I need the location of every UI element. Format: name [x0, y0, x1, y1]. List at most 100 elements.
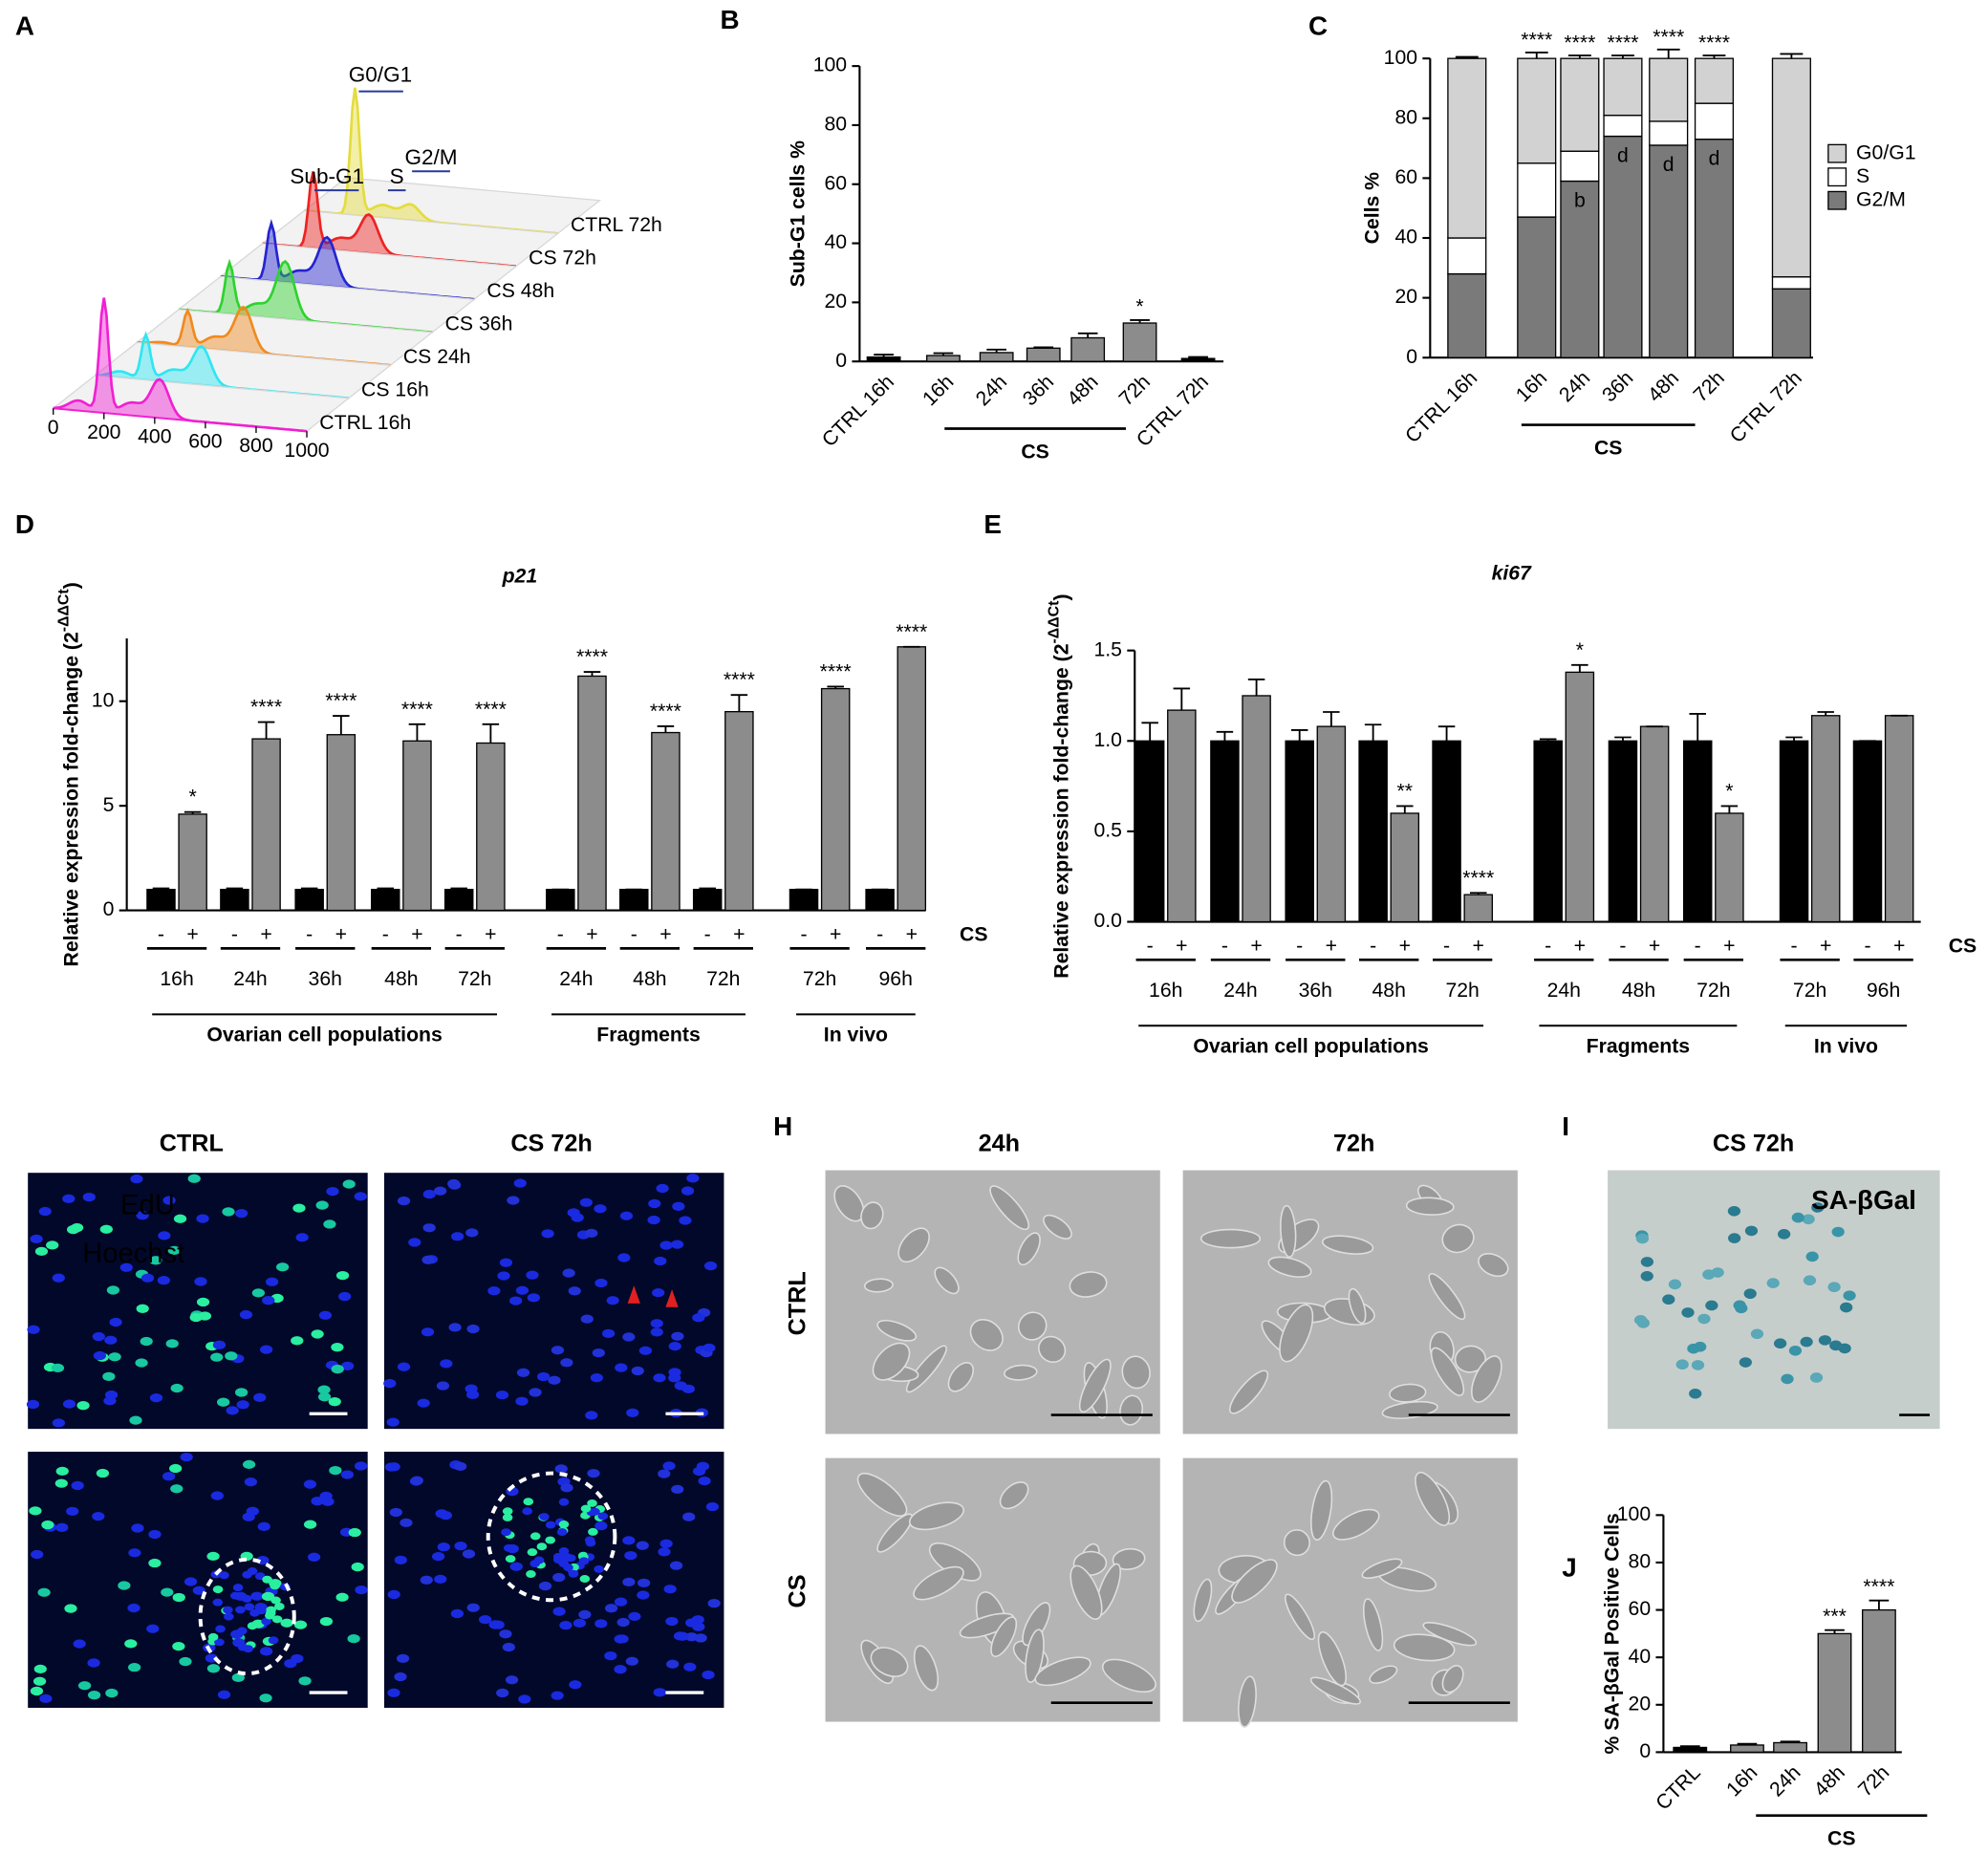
cell: [51, 1363, 65, 1373]
cell: [92, 1511, 105, 1521]
y-tick-label: 60: [1629, 1598, 1652, 1620]
cell: [410, 1476, 423, 1485]
cell: [1733, 1300, 1746, 1311]
bar: [178, 813, 207, 912]
cell: [328, 1397, 341, 1407]
cell: [527, 1293, 540, 1303]
cell: [622, 1577, 636, 1587]
cell: [666, 1659, 680, 1669]
bar-segment: [1603, 135, 1643, 358]
cell: [397, 1362, 411, 1371]
significance: ****: [475, 699, 507, 721]
cell: [1310, 1479, 1333, 1542]
cell: [422, 1223, 436, 1233]
cell: [590, 1373, 603, 1383]
cell: [52, 1418, 65, 1428]
cell: [1773, 1338, 1787, 1349]
cell: [466, 1324, 480, 1334]
y-tick-label: 1.0: [1093, 729, 1122, 751]
cell: [140, 1273, 155, 1283]
significance: ****: [250, 697, 282, 719]
cell: [1470, 1355, 1502, 1403]
cell: [354, 1192, 367, 1201]
cell: [551, 1691, 564, 1700]
bar: [1810, 715, 1841, 923]
cell: [584, 1536, 595, 1544]
cell: [232, 1584, 244, 1592]
cell: [1689, 1388, 1702, 1399]
cell: [1043, 1214, 1072, 1240]
cell: [329, 1465, 342, 1476]
cell: [560, 1483, 573, 1493]
cell: [237, 1627, 248, 1635]
x-tick-label: 24h: [1547, 980, 1581, 1002]
bar-segment: [1694, 102, 1735, 140]
cell: [947, 1362, 975, 1392]
legend-label: G2/M: [1856, 188, 1906, 210]
cell: [1811, 1202, 1825, 1213]
significance: **: [1397, 780, 1414, 802]
cell: [354, 1461, 368, 1471]
cell: [454, 1461, 467, 1472]
x-tick-label: 24h: [972, 371, 1011, 410]
cell: [347, 1633, 360, 1644]
cell: [140, 1336, 153, 1347]
cell: [226, 1406, 239, 1415]
cell: [537, 1371, 551, 1382]
cell: [1069, 1271, 1108, 1298]
cell: [172, 1592, 185, 1603]
cell: [387, 1589, 400, 1600]
cell: [615, 1363, 628, 1372]
significance: ****: [724, 669, 755, 691]
cell: [594, 1521, 608, 1531]
cell: [590, 1507, 600, 1516]
cell: [999, 1481, 1029, 1510]
phase-label: G2/M: [404, 145, 457, 169]
bar: [979, 352, 1014, 362]
cell: [105, 1688, 119, 1698]
cell: [162, 1472, 176, 1481]
x-tick-label: 0: [48, 417, 59, 439]
factor-level: +: [1723, 936, 1735, 958]
cell: [1441, 1223, 1475, 1254]
cell: [236, 1400, 249, 1410]
cell: [594, 1278, 608, 1288]
cell: [136, 1211, 149, 1220]
bar: [1715, 812, 1744, 923]
y-tick-label: 20: [825, 291, 848, 313]
factor-level: -: [800, 924, 807, 946]
cell: [529, 1532, 541, 1541]
cell: [692, 1622, 705, 1631]
histogram-area: [220, 223, 475, 300]
cell: [1231, 1559, 1278, 1604]
cell: [682, 1512, 696, 1521]
cell: [518, 1694, 531, 1704]
x-tick-label: 600: [188, 430, 222, 452]
x-tick-label: 72h: [1854, 1761, 1893, 1801]
cell: [636, 1541, 649, 1550]
cell: [247, 1622, 258, 1630]
cell: [604, 1604, 618, 1613]
cell: [434, 1574, 447, 1585]
factor-level: -: [1443, 936, 1450, 958]
cell: [217, 1397, 230, 1407]
supergroup-label: Fragments: [596, 1025, 700, 1046]
cell: [989, 1185, 1030, 1231]
cell: [323, 1219, 336, 1229]
factor-level: -: [1370, 936, 1376, 958]
cell: [515, 1285, 529, 1295]
cell: [466, 1603, 480, 1612]
cell: [66, 1224, 80, 1235]
cell: [1112, 1547, 1146, 1570]
y-tick-label: 10: [92, 689, 115, 711]
cell: [1809, 1372, 1824, 1383]
bar: [866, 356, 901, 362]
cell: [478, 1614, 492, 1625]
cell: [274, 1602, 285, 1610]
cell: [580, 1504, 592, 1513]
factor-level: -: [382, 924, 389, 946]
cell: [242, 1570, 252, 1579]
cell: [131, 1523, 144, 1533]
series-label: CTRL 16h: [319, 412, 411, 434]
